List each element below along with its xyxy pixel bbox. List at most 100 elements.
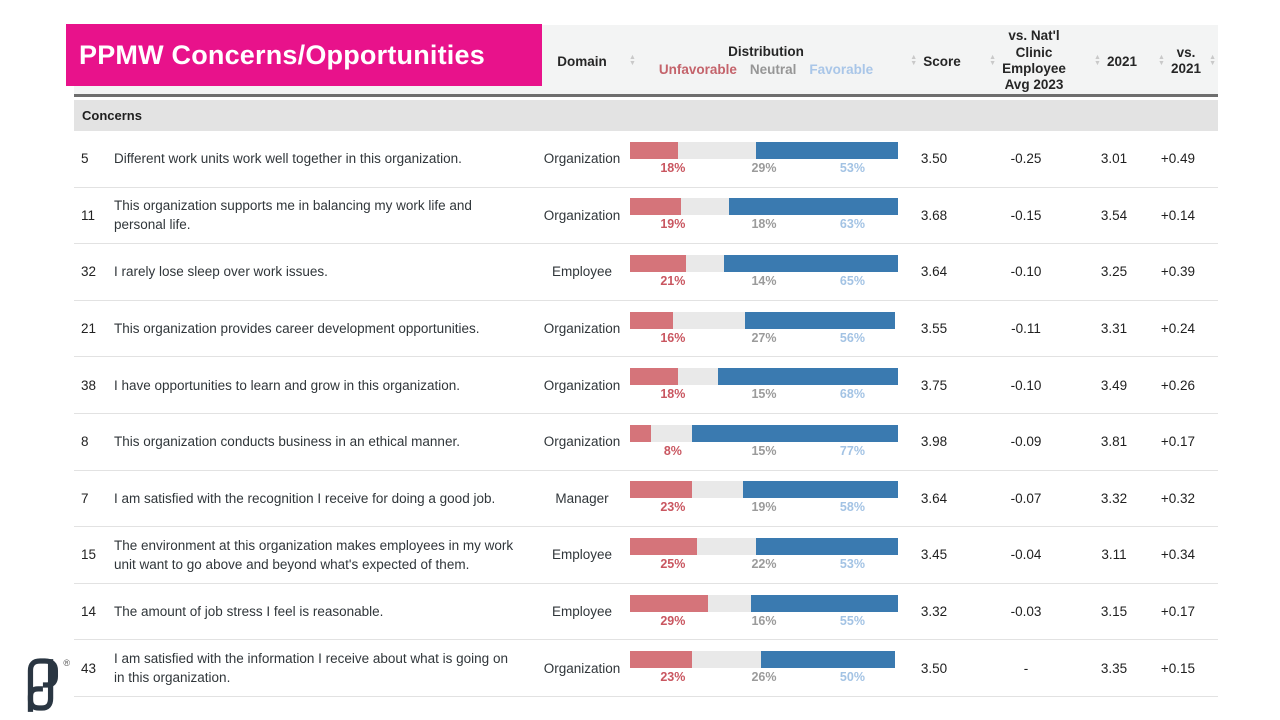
item-question: I have opportunities to learn and grow i… xyxy=(114,377,460,393)
stacked-bar xyxy=(630,198,898,216)
double-p-logo-icon xyxy=(27,658,59,712)
vs-2021-value: +0.17 xyxy=(1160,604,1196,620)
item-question: This organization supports me in balanci… xyxy=(114,198,472,233)
unfavorable-percent: 16% xyxy=(660,330,686,345)
sort-icon[interactable]: ▲ ▼ xyxy=(1209,54,1216,67)
percent-labels: 18% 29% 53% xyxy=(630,161,898,176)
year-2021-value: 3.31 xyxy=(1100,321,1128,337)
favorable-segment xyxy=(745,311,896,329)
score-header-label: Score xyxy=(923,53,961,69)
table-row: 32 I rarely lose sleep over work issues.… xyxy=(74,244,1218,301)
stacked-bar xyxy=(630,368,899,386)
distribution-cell: 29% 16% 55% xyxy=(630,594,902,629)
unfavorable-percent: 19% xyxy=(660,217,686,232)
unfavorable-percent: 21% xyxy=(660,273,686,288)
year-2021-value: 3.32 xyxy=(1100,490,1128,506)
distribution-cell: 8% 15% 77% xyxy=(630,424,902,459)
favorable-segment xyxy=(755,537,898,555)
column-header-vs-2021[interactable]: ▲ ▼ vs. 2021 xyxy=(1142,45,1214,78)
neutral-percent: 16% xyxy=(751,613,777,628)
column-header-vs-natl[interactable]: ▲ ▼ vs. Nat'l Clinic Employee Avg 2023 xyxy=(966,28,1086,94)
table-row: 43 I am satisfied with the information I… xyxy=(74,640,1218,697)
favorable-percent: 77% xyxy=(839,443,865,458)
neutral-percent: 15% xyxy=(751,387,777,402)
percent-labels: 29% 16% 55% xyxy=(630,614,898,629)
year-2021-value: 3.11 xyxy=(1101,547,1127,563)
sort-icon[interactable]: ▲ ▼ xyxy=(910,54,918,67)
neutral-percent: 29% xyxy=(751,160,777,175)
unfavorable-percent: 29% xyxy=(660,613,686,628)
distribution-legend: Unfavorable Neutral Favorable xyxy=(659,62,873,78)
vs-natl-header-label: vs. Nat'l Clinic Employee Avg 2023 xyxy=(1002,28,1066,93)
table-row: 14 The amount of job stress I feel is re… xyxy=(74,583,1218,641)
vs-natl-value: -0.25 xyxy=(1010,151,1042,167)
neutral-segment xyxy=(686,254,724,272)
sort-icon[interactable]: ▲ ▼ xyxy=(989,54,997,67)
favorable-segment xyxy=(742,481,898,499)
year-2021-value: 3.35 xyxy=(1100,660,1128,676)
table-row: 15 The environment at this organization … xyxy=(74,527,1218,584)
distribution-cell: 18% 15% 68% xyxy=(630,368,902,402)
vs-2021-value: +0.17 xyxy=(1160,434,1196,450)
favorable-percent: 55% xyxy=(839,613,865,628)
item-number: 38 xyxy=(81,377,97,393)
distribution-cell: 18% 29% 53% xyxy=(630,141,902,176)
neutral-segment xyxy=(678,141,756,159)
item-number: 11 xyxy=(81,207,96,223)
favorable-percent: 68% xyxy=(839,387,865,402)
neutral-percent: 27% xyxy=(751,330,777,345)
table-row: 21 This organization provides career dev… xyxy=(74,300,1218,358)
favorable-percent: 53% xyxy=(839,556,865,571)
item-number: 7 xyxy=(81,490,89,506)
table-header-row: Domain ▲ ▼ Distribution Unfavorable Neutr… xyxy=(74,25,1218,97)
title-banner: PPMW Concerns/Opportunities xyxy=(66,24,542,86)
percent-labels: 21% 14% 65% xyxy=(630,274,898,289)
year-2021-value: 3.54 xyxy=(1100,207,1128,223)
unfavorable-percent: 18% xyxy=(660,160,686,175)
favorable-percent: 56% xyxy=(839,330,865,345)
unfavorable-segment xyxy=(630,198,681,216)
stacked-bar xyxy=(630,311,898,329)
vs-natl-value: -0.09 xyxy=(1010,434,1042,450)
item-number: 32 xyxy=(81,264,97,280)
column-header-distribution[interactable]: ▲ ▼ Distribution Unfavorable Neutral Favo… xyxy=(629,44,902,78)
favorable-percent: 50% xyxy=(839,670,865,685)
vs-2021-value: +0.39 xyxy=(1160,264,1196,280)
registered-trademark: ® xyxy=(63,658,70,668)
score-value: 3.68 xyxy=(920,207,948,223)
favorable-percent: 58% xyxy=(839,500,865,515)
item-domain: Manager xyxy=(555,490,609,506)
neutral-percent: 14% xyxy=(751,273,777,288)
item-number: 8 xyxy=(81,434,89,450)
item-domain: Organization xyxy=(543,151,621,167)
score-value: 3.50 xyxy=(920,660,948,676)
favorable-segment xyxy=(729,198,898,216)
stacked-bar xyxy=(630,424,898,442)
unfavorable-segment xyxy=(630,537,697,555)
domain-header-label: Domain xyxy=(557,53,607,69)
vs-2021-value: +0.24 xyxy=(1160,321,1196,337)
sort-icon[interactable]: ▲ ▼ xyxy=(1094,54,1101,67)
distribution-cell: 19% 18% 63% xyxy=(630,198,902,232)
column-header-score[interactable]: ▲ ▼ Score xyxy=(902,54,966,69)
neutral-percent: 22% xyxy=(751,556,777,571)
favorable-segment xyxy=(750,594,898,612)
score-value: 3.98 xyxy=(920,434,948,450)
favorable-percent: 63% xyxy=(839,217,865,232)
year-2021-header-label: 2021 xyxy=(1106,53,1137,69)
stacked-bar xyxy=(630,254,898,272)
favorable-segment xyxy=(761,651,896,669)
item-question: I rarely lose sleep over work issues. xyxy=(114,264,328,280)
table-row: 7 I am satisfied with the recognition I … xyxy=(74,470,1218,528)
sort-icon[interactable]: ▲ ▼ xyxy=(1158,54,1165,67)
sort-icon[interactable]: ▲ ▼ xyxy=(629,54,636,67)
column-header-domain[interactable]: Domain xyxy=(534,54,630,69)
vs-natl-value: -0.07 xyxy=(1010,490,1042,506)
percent-labels: 19% 18% 63% xyxy=(630,217,898,232)
vs-2021-value: +0.49 xyxy=(1160,151,1196,167)
item-question: This organization provides career develo… xyxy=(114,321,480,336)
neutral-segment xyxy=(672,311,746,329)
column-header-2021[interactable]: ▲ ▼ 2021 xyxy=(1086,54,1142,69)
legend-unfavorable: Unfavorable xyxy=(658,61,737,77)
item-question: The amount of job stress I feel is reaso… xyxy=(114,603,384,619)
